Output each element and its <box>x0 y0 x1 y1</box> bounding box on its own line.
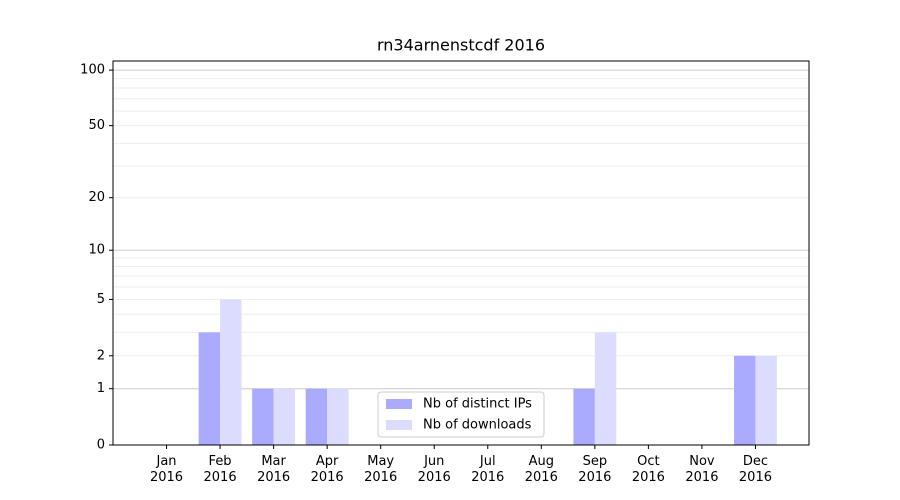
y-tick-label: 5 <box>97 292 105 307</box>
y-tick-label: 10 <box>88 243 105 258</box>
y-tick-label: 50 <box>88 118 105 133</box>
legend-box <box>377 391 545 438</box>
bar <box>755 355 777 445</box>
legend-swatch <box>386 420 412 430</box>
x-tick-label: Oct 2016 <box>632 454 665 485</box>
x-tick-label: Nov 2016 <box>685 454 718 485</box>
bar <box>273 388 296 445</box>
x-tick-label: Feb 2016 <box>204 454 237 485</box>
y-tick-label: 2 <box>97 348 105 363</box>
x-tick-label: Mar 2016 <box>257 454 290 485</box>
bar <box>305 388 328 445</box>
x-tick-label: Aug 2016 <box>525 454 558 485</box>
bar <box>327 388 349 445</box>
y-tick-label: 1 <box>97 381 105 396</box>
bar <box>252 388 274 445</box>
bar <box>734 355 756 445</box>
y-tick-label: 0 <box>97 438 105 453</box>
legend-swatch <box>386 399 412 409</box>
legend-label: Nb of downloads <box>423 418 532 433</box>
x-tick-label: Jul 2016 <box>471 454 504 485</box>
x-tick-label: May 2016 <box>364 454 397 485</box>
x-tick-label: Sep 2016 <box>578 454 611 485</box>
plot-frame <box>112 60 810 446</box>
bar <box>594 332 617 445</box>
x-tick-label: Apr 2016 <box>311 454 344 485</box>
x-tick-label: Jan 2016 <box>150 454 183 485</box>
x-tick-label: Dec 2016 <box>739 454 772 485</box>
y-tick-label: 20 <box>88 190 105 205</box>
bar <box>573 388 595 445</box>
bar <box>220 299 242 445</box>
x-tick-label: Jun 2016 <box>418 454 451 485</box>
bar <box>198 332 221 445</box>
legend-label: Nb of distinct IPs <box>423 397 532 412</box>
y-tick-label: 100 <box>80 63 105 78</box>
chart-title: rn34arnenstcdf 2016 <box>377 36 545 55</box>
